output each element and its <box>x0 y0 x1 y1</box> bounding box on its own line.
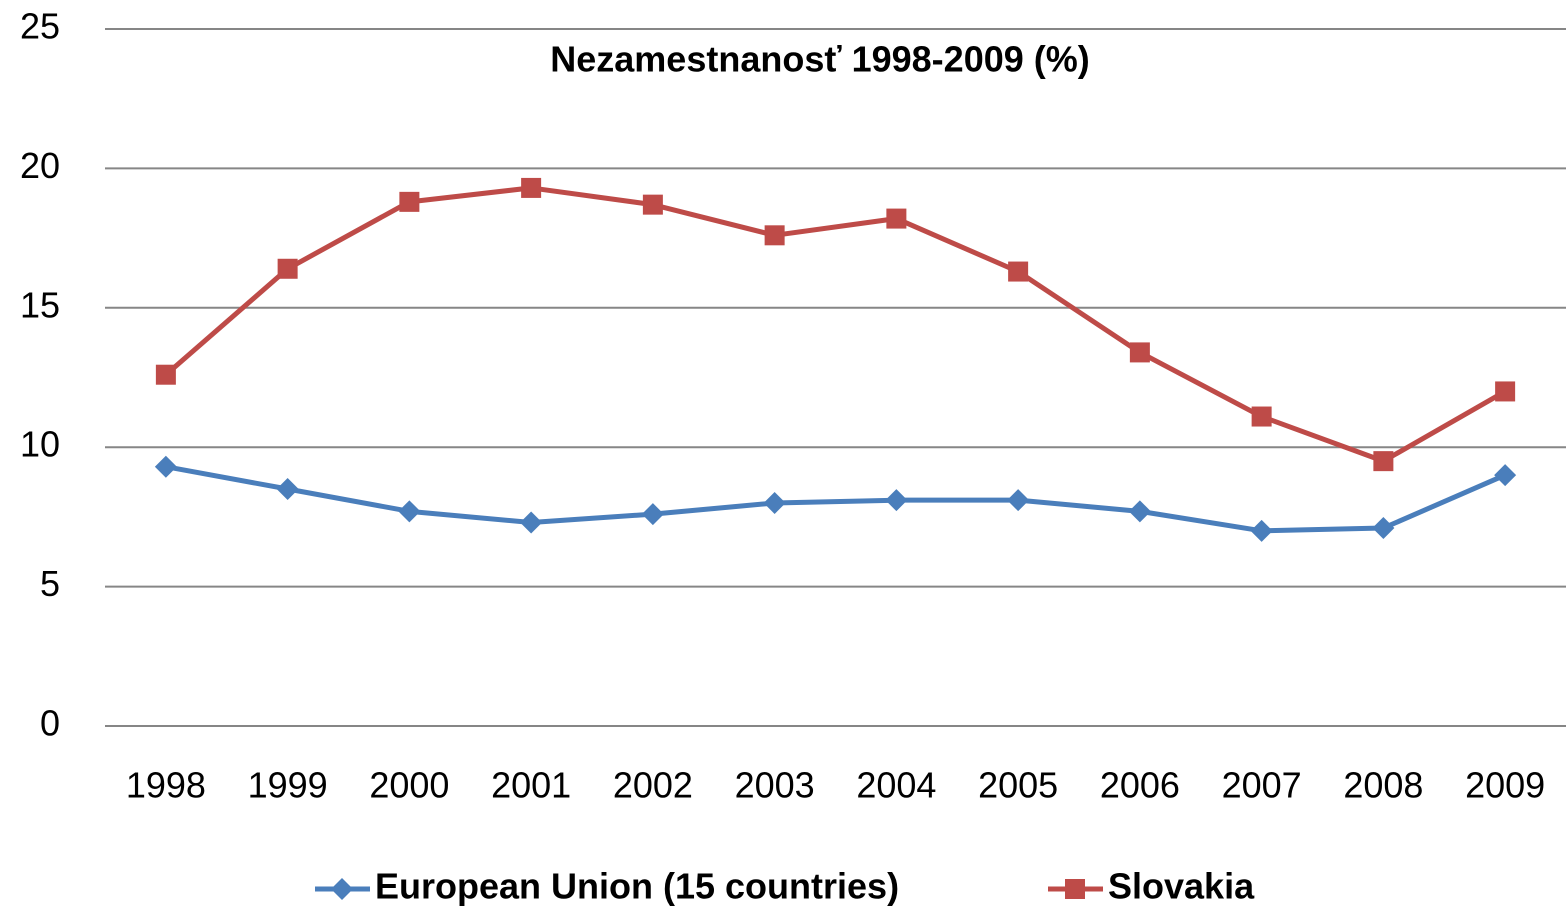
y-tick-label: 5 <box>40 563 60 604</box>
point <box>520 511 543 534</box>
point <box>1251 406 1272 427</box>
point <box>1495 381 1516 402</box>
point <box>1372 517 1395 540</box>
series-line <box>164 185 1507 464</box>
y-tick-label: 10 <box>20 424 60 465</box>
point <box>885 489 908 512</box>
x-tick-label: 2003 <box>735 765 815 806</box>
point <box>1250 519 1273 542</box>
x-tick-label: 2000 <box>369 765 449 806</box>
legend-label: Slovakia <box>1108 866 1255 907</box>
point <box>641 503 664 526</box>
x-tick-label: 1999 <box>248 765 328 806</box>
point <box>398 500 421 523</box>
chart-title: Nezamestnanosť 1998-2009 (%) <box>550 39 1090 80</box>
point <box>399 191 420 212</box>
point <box>763 491 786 514</box>
y-tick-label: 20 <box>20 145 60 186</box>
x-tick-label: 2001 <box>491 765 571 806</box>
series-line <box>165 464 1507 534</box>
point <box>1494 464 1517 487</box>
legend-label: European Union (15 countries) <box>375 866 899 907</box>
x-tick-label: 2004 <box>856 765 936 806</box>
y-tick-label: 0 <box>40 703 60 744</box>
point <box>521 177 542 198</box>
point <box>154 455 177 478</box>
x-tick-label: 2005 <box>978 765 1058 806</box>
point <box>1373 451 1394 472</box>
point <box>1128 500 1151 523</box>
y-tick-label: 25 <box>20 6 60 47</box>
point <box>1007 489 1030 512</box>
x-tick-label: 1998 <box>126 765 206 806</box>
legend-marker <box>331 878 353 900</box>
point <box>642 194 663 215</box>
point <box>155 364 176 385</box>
point <box>1129 342 1150 363</box>
x-tick-label: 2007 <box>1222 765 1302 806</box>
point <box>276 478 299 501</box>
point <box>764 225 785 246</box>
point <box>277 258 298 279</box>
x-tick-label: 2009 <box>1465 765 1545 806</box>
point <box>1008 261 1029 282</box>
y-tick-label: 15 <box>20 284 60 325</box>
x-tick-label: 2006 <box>1100 765 1180 806</box>
legend-marker <box>1065 879 1085 899</box>
x-tick-label: 2002 <box>613 765 693 806</box>
point <box>886 208 907 229</box>
x-tick-label: 2008 <box>1343 765 1423 806</box>
